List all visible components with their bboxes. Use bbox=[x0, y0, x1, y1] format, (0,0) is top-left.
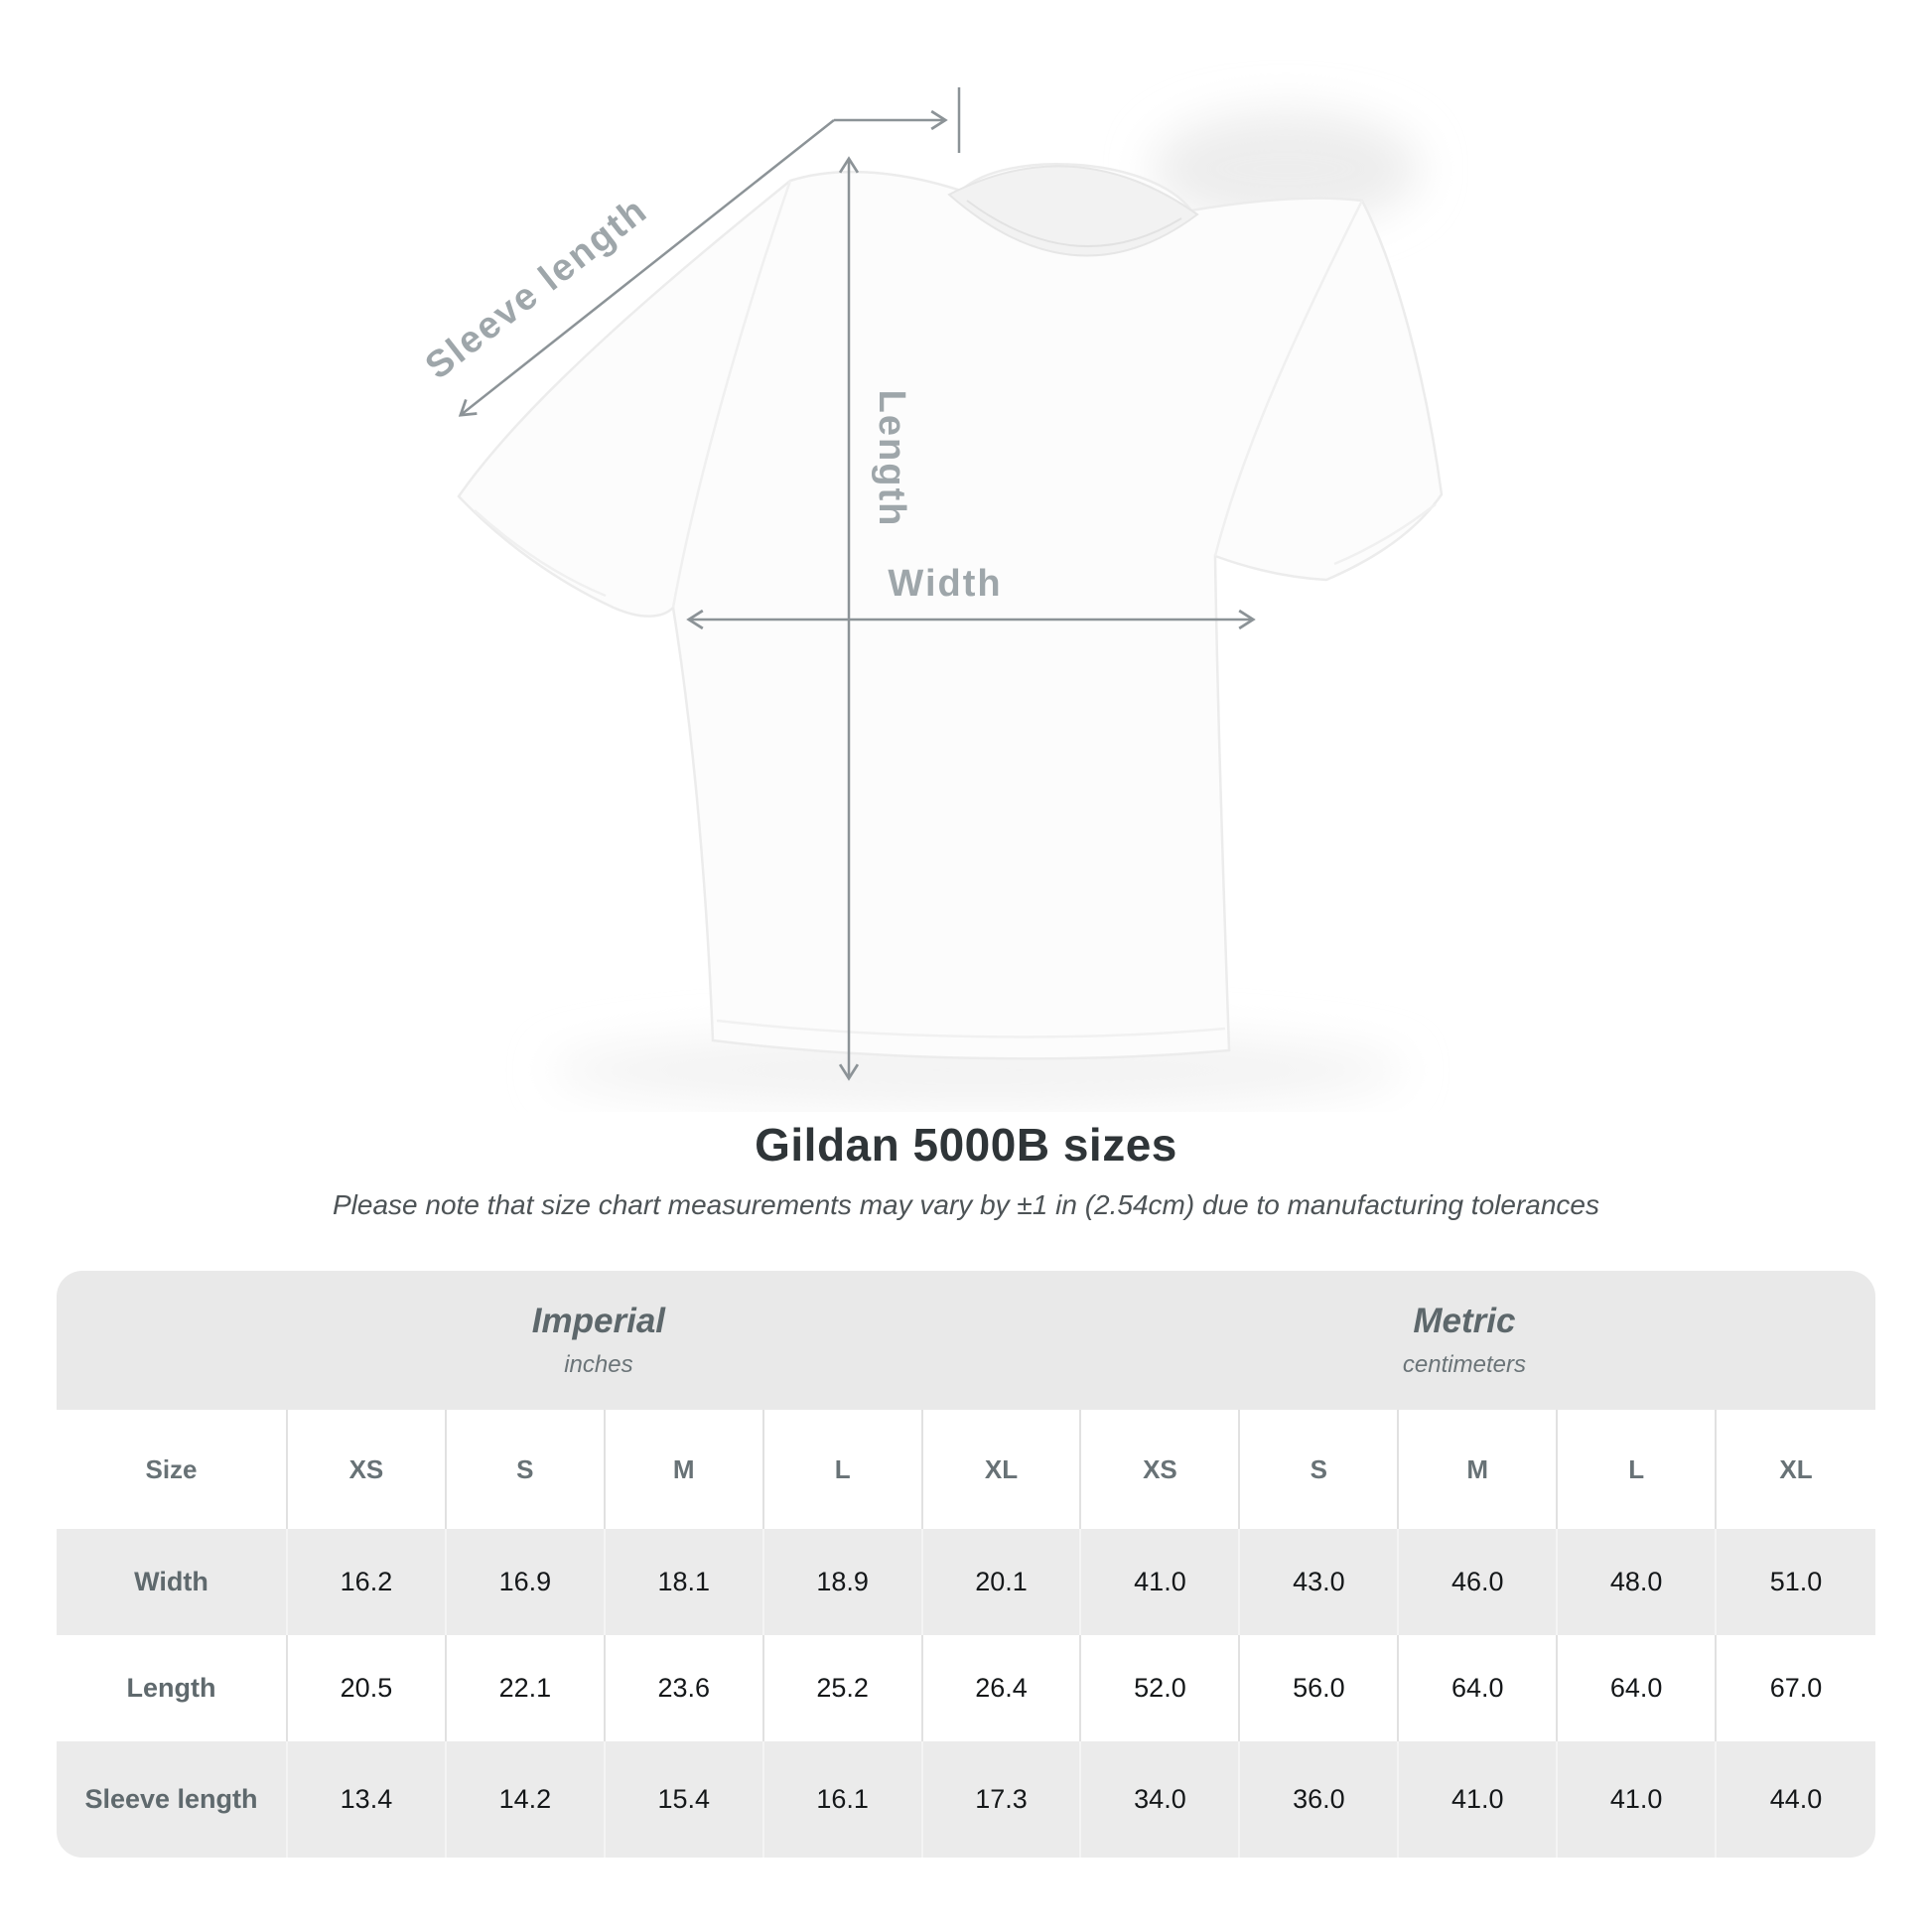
header-metric-xl: XL bbox=[1779, 1453, 1813, 1484]
right-cuff-hem bbox=[1333, 503, 1437, 566]
header-imperial-s: S bbox=[447, 1410, 606, 1529]
tshirt-measurement-diagram: Sleeve length Length Width bbox=[418, 87, 1444, 1108]
collar-rib-line bbox=[966, 200, 1182, 248]
header-imperial-xl: XL bbox=[923, 1410, 1082, 1529]
length-metric-s: 56.0 bbox=[1240, 1635, 1400, 1741]
header-metric-l: L bbox=[1558, 1410, 1718, 1529]
title-block: Gildan 5000B sizes Please note that size… bbox=[0, 1118, 1932, 1221]
length-metric-m: 64.0 bbox=[1399, 1635, 1559, 1741]
sleeve-metric-l: 41.0 bbox=[1558, 1741, 1718, 1858]
row-label-width: Width bbox=[57, 1529, 288, 1635]
header-metric-xs: XS bbox=[1081, 1410, 1241, 1529]
metric-unit: centimeters bbox=[1402, 1351, 1526, 1378]
width-metric-xl: 51.0 bbox=[1769, 1567, 1823, 1596]
length-metric-xl: 67.0 bbox=[1769, 1673, 1823, 1703]
sleeve-metric-xs: 34.0 bbox=[1081, 1741, 1241, 1858]
header-imperial-l: L bbox=[764, 1410, 923, 1529]
width-imperial-xs: 16.2 bbox=[288, 1529, 447, 1635]
width-metric-xs: 41.0 bbox=[1081, 1529, 1241, 1635]
metric-unit-group: Metric centimeters bbox=[1403, 1302, 1526, 1379]
tshirt-diagram-svg: Sleeve length Length Width bbox=[418, 87, 1444, 1108]
page-title: Gildan 5000B sizes bbox=[755, 1119, 1177, 1171]
imperial-label: Imperial bbox=[531, 1302, 666, 1340]
shadow-top-right bbox=[1152, 111, 1420, 226]
left-cuff-hem bbox=[474, 509, 607, 598]
table-row-length: Length 20.5 22.1 23.6 25.2 26.4 52.0 56.… bbox=[57, 1635, 1875, 1741]
header-imperial-xs: XS bbox=[288, 1410, 447, 1529]
sleeve-imperial-xl: 17.3 bbox=[923, 1741, 1082, 1858]
sleeve-imperial-m: 15.4 bbox=[606, 1741, 764, 1858]
sleeve-imperial-s: 14.2 bbox=[447, 1741, 606, 1858]
table-row-sleeve-length: Sleeve length 13.4 14.2 15.4 16.1 17.3 3… bbox=[57, 1741, 1875, 1858]
unit-header-band: Imperial inches Metric centimeters bbox=[57, 1271, 1875, 1410]
left-armhole-seam bbox=[671, 180, 792, 609]
row-label-length: Length bbox=[57, 1635, 288, 1741]
sleeve-metric-xl: 44.0 bbox=[1769, 1784, 1823, 1814]
collar-opening bbox=[947, 165, 1199, 257]
table-row-width: Width 16.2 16.9 18.1 18.9 20.1 41.0 43.0… bbox=[57, 1529, 1875, 1635]
length-imperial-xl: 26.4 bbox=[923, 1635, 1082, 1741]
row-label-sleeve-length: Sleeve length bbox=[57, 1741, 288, 1858]
header-imperial-m: M bbox=[606, 1410, 764, 1529]
size-column-header: Size bbox=[57, 1410, 288, 1529]
length-metric-l: 64.0 bbox=[1558, 1635, 1718, 1741]
page-subtitle: Please note that size chart measurements… bbox=[333, 1189, 1599, 1220]
length-imperial-s: 22.1 bbox=[447, 1635, 606, 1741]
table-header-row: Size XS S M L XL XS S M L XL bbox=[57, 1410, 1875, 1529]
width-metric-l: 48.0 bbox=[1558, 1529, 1718, 1635]
width-metric-m: 46.0 bbox=[1399, 1529, 1559, 1635]
header-metric-m: M bbox=[1399, 1410, 1559, 1529]
length-imperial-m: 23.6 bbox=[606, 1635, 764, 1741]
imperial-unit-group: Imperial inches bbox=[532, 1302, 665, 1379]
sleeve-metric-m: 41.0 bbox=[1399, 1741, 1559, 1858]
sleeve-metric-s: 36.0 bbox=[1240, 1741, 1400, 1858]
length-imperial-xs: 20.5 bbox=[288, 1635, 447, 1741]
sleeve-imperial-xs: 13.4 bbox=[288, 1741, 447, 1858]
length-imperial-l: 25.2 bbox=[764, 1635, 923, 1741]
sleeve-length-arrow bbox=[458, 119, 835, 417]
width-imperial-m: 18.1 bbox=[606, 1529, 764, 1635]
metric-label: Metric bbox=[1413, 1302, 1516, 1340]
right-armhole-seam bbox=[1213, 200, 1364, 557]
width-imperial-xl: 20.1 bbox=[923, 1529, 1082, 1635]
tshirt-body bbox=[457, 163, 1444, 1060]
length-metric-xs: 52.0 bbox=[1081, 1635, 1241, 1741]
imperial-unit: inches bbox=[564, 1351, 633, 1378]
width-imperial-l: 18.9 bbox=[764, 1529, 923, 1635]
size-chart-table: Imperial inches Metric centimeters Size … bbox=[57, 1271, 1875, 1858]
width-label: Width bbox=[888, 563, 1002, 605]
width-imperial-s: 16.9 bbox=[447, 1529, 606, 1635]
bottom-hem-stitch bbox=[716, 1019, 1226, 1038]
length-label: Length bbox=[871, 390, 912, 528]
width-metric-s: 43.0 bbox=[1240, 1529, 1400, 1635]
sleeve-imperial-l: 16.1 bbox=[764, 1741, 923, 1858]
header-metric-s: S bbox=[1240, 1410, 1400, 1529]
